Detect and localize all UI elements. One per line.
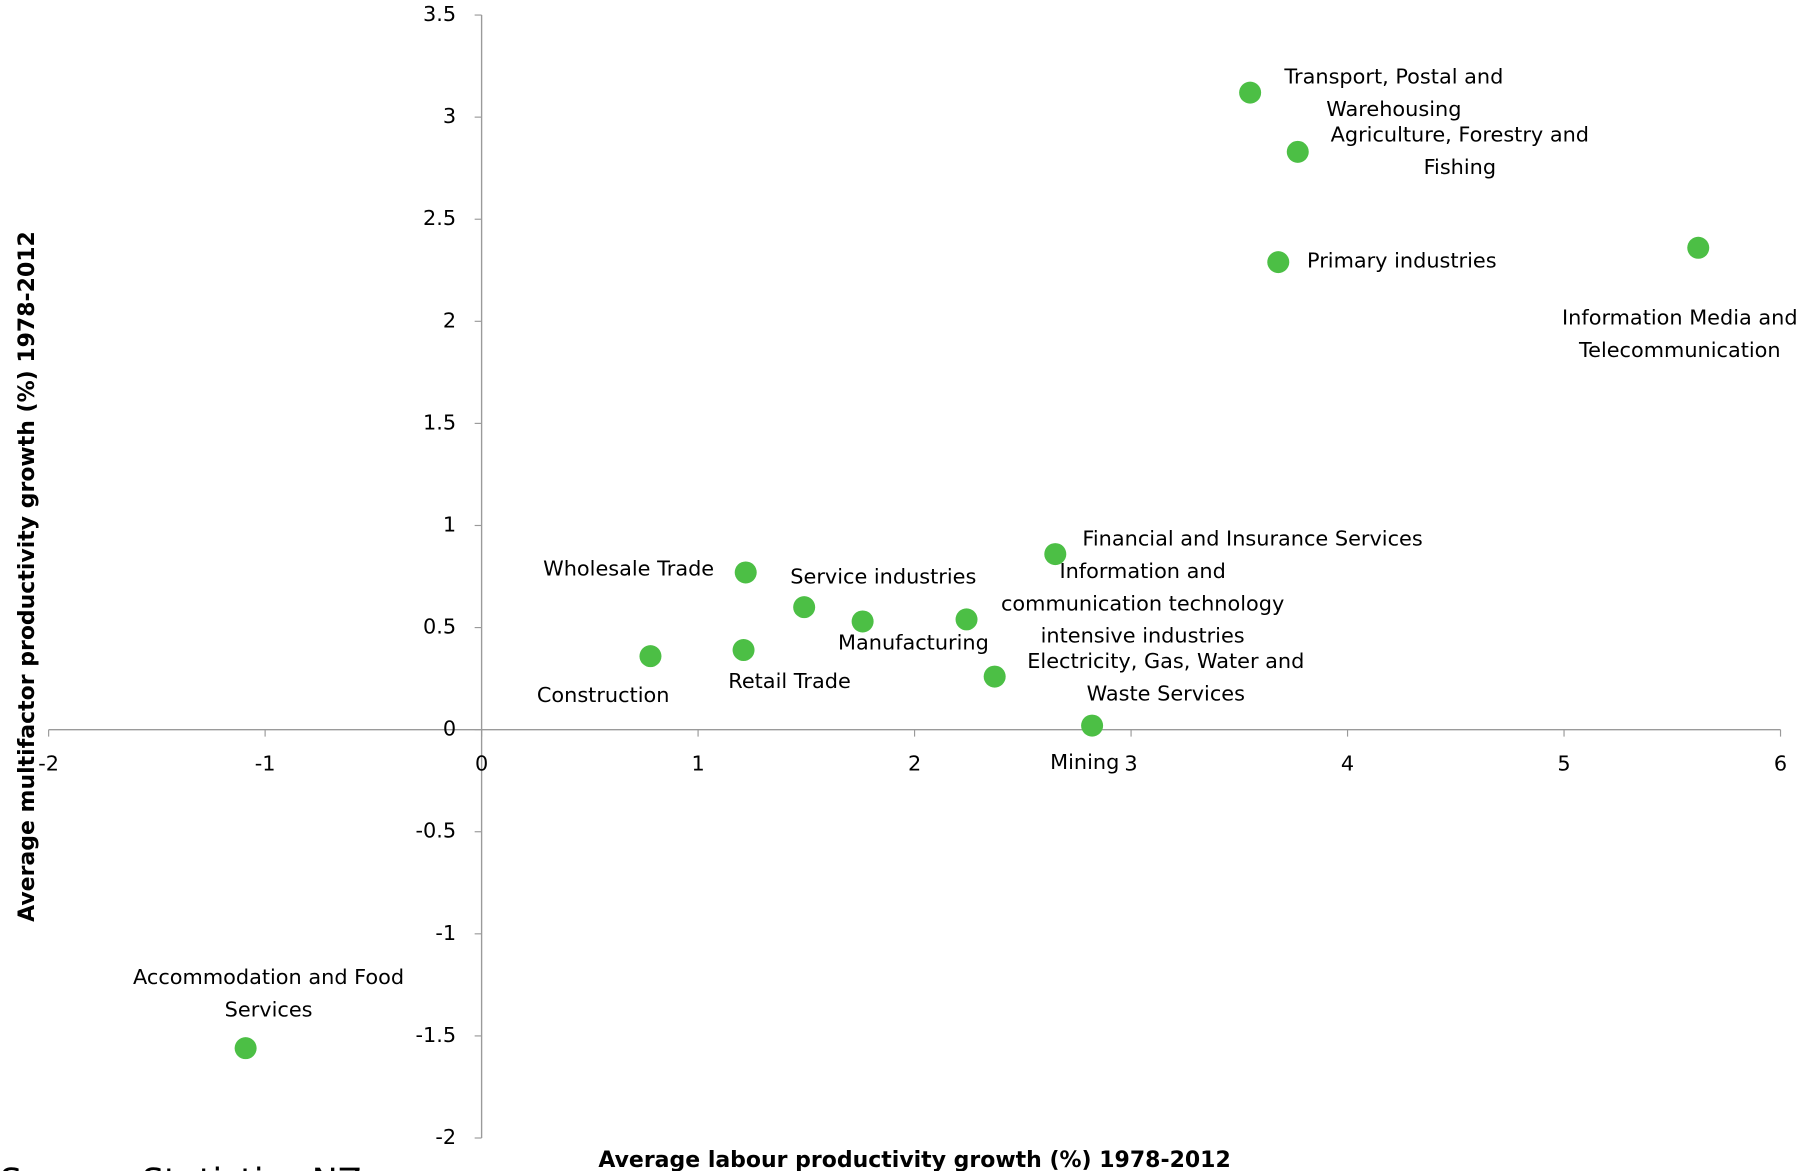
label-line: Agriculture, Forestry and <box>1331 122 1589 146</box>
label-line: Accommodation and Food <box>133 965 404 989</box>
label-line: Telecommunication <box>1578 338 1781 362</box>
y-tick-label: 0.5 <box>423 615 456 639</box>
y-tick-label: 3.5 <box>423 2 456 26</box>
label-line: Mining <box>1050 750 1119 774</box>
data-point <box>639 645 662 668</box>
point-label: Manufacturing <box>838 631 989 655</box>
label-line: Retail Trade <box>728 669 850 693</box>
x-tick-label: 0 <box>475 751 488 775</box>
data-point <box>793 596 816 619</box>
x-tick-label: 6 <box>1774 751 1787 775</box>
x-tick-label: 5 <box>1557 751 1570 775</box>
y-tick-label: -0.5 <box>415 819 456 843</box>
label-line: Warehousing <box>1326 97 1461 121</box>
x-tick-label: -1 <box>255 751 276 775</box>
y-tick-label: 3 <box>443 104 456 128</box>
y-tick-label: -1 <box>435 921 456 945</box>
label-line: Primary industries <box>1307 249 1497 273</box>
label-line: Services <box>225 998 313 1022</box>
data-point <box>851 610 874 633</box>
label-line: Financial and Insurance Services <box>1082 526 1422 550</box>
point-label: Financial and Insurance Services <box>1082 526 1422 550</box>
y-tick-label: 1 <box>443 512 456 536</box>
label-line: Manufacturing <box>838 631 989 655</box>
data-point <box>1044 543 1067 566</box>
data-point <box>734 561 757 584</box>
label-line: Service industries <box>790 565 976 589</box>
point-label: Transport, Postal and Warehousing <box>1283 65 1503 121</box>
x-tick-label: 4 <box>1341 751 1354 775</box>
x-tick-label: -2 <box>38 751 59 775</box>
label-line: Information and <box>1059 559 1225 583</box>
label-line: Transport, Postal and <box>1283 65 1503 89</box>
point-label: Service industries <box>790 565 976 589</box>
label-line: Waste Services <box>1087 682 1245 706</box>
label-line: Electricity, Gas, Water and <box>1027 649 1304 673</box>
x-tick-label: 3 <box>1124 751 1137 775</box>
y-tick-label: 0 <box>443 717 456 741</box>
point-label: Retail Trade <box>728 669 850 693</box>
data-point <box>955 608 978 631</box>
point-label: Agriculture, Forestry and Fishing <box>1331 122 1589 178</box>
label-line: Fishing <box>1424 155 1497 179</box>
label-line: communication technology <box>1001 591 1284 615</box>
data-point <box>983 665 1006 688</box>
point-label: Construction <box>537 683 670 707</box>
x-axis-title: Average labour productivity growth (%) 1… <box>598 1148 1230 1171</box>
y-tick-label: 2.5 <box>423 206 456 230</box>
y-tick-label: 1.5 <box>423 410 456 434</box>
point-label: Electricity, Gas, Water and Waste Service… <box>1027 649 1304 705</box>
label-line: intensive industries <box>1041 624 1245 648</box>
point-label: Primary industries <box>1307 249 1497 273</box>
data-point <box>1687 236 1710 259</box>
data-point <box>234 1037 257 1060</box>
data-point <box>1286 140 1309 163</box>
data-point <box>1239 81 1262 104</box>
label-line: Wholesale Trade <box>543 557 714 581</box>
label-line: Construction <box>537 683 670 707</box>
point-label: Information Media and Telecommunication <box>1562 305 1798 361</box>
point-label: Wholesale Trade <box>543 557 714 581</box>
point-label: Information and communication technology i… <box>1001 559 1284 648</box>
data-point <box>732 639 755 662</box>
point-label: Accommodation and Food Services <box>133 965 404 1021</box>
label-line: Information Media and <box>1562 305 1798 329</box>
y-axis-title: Average multifactor productivity growth … <box>15 231 40 922</box>
x-tick-label: 1 <box>691 751 704 775</box>
y-tick-label: -1.5 <box>415 1023 456 1047</box>
data-point <box>1267 251 1290 274</box>
data-point <box>1081 714 1104 737</box>
y-tick-label: -2 <box>435 1125 456 1149</box>
y-tick-label: 2 <box>443 308 456 332</box>
point-label: Mining <box>1050 750 1119 774</box>
x-tick-label: 2 <box>908 751 921 775</box>
source-note: Source: Statistics NZ <box>0 1162 361 1171</box>
